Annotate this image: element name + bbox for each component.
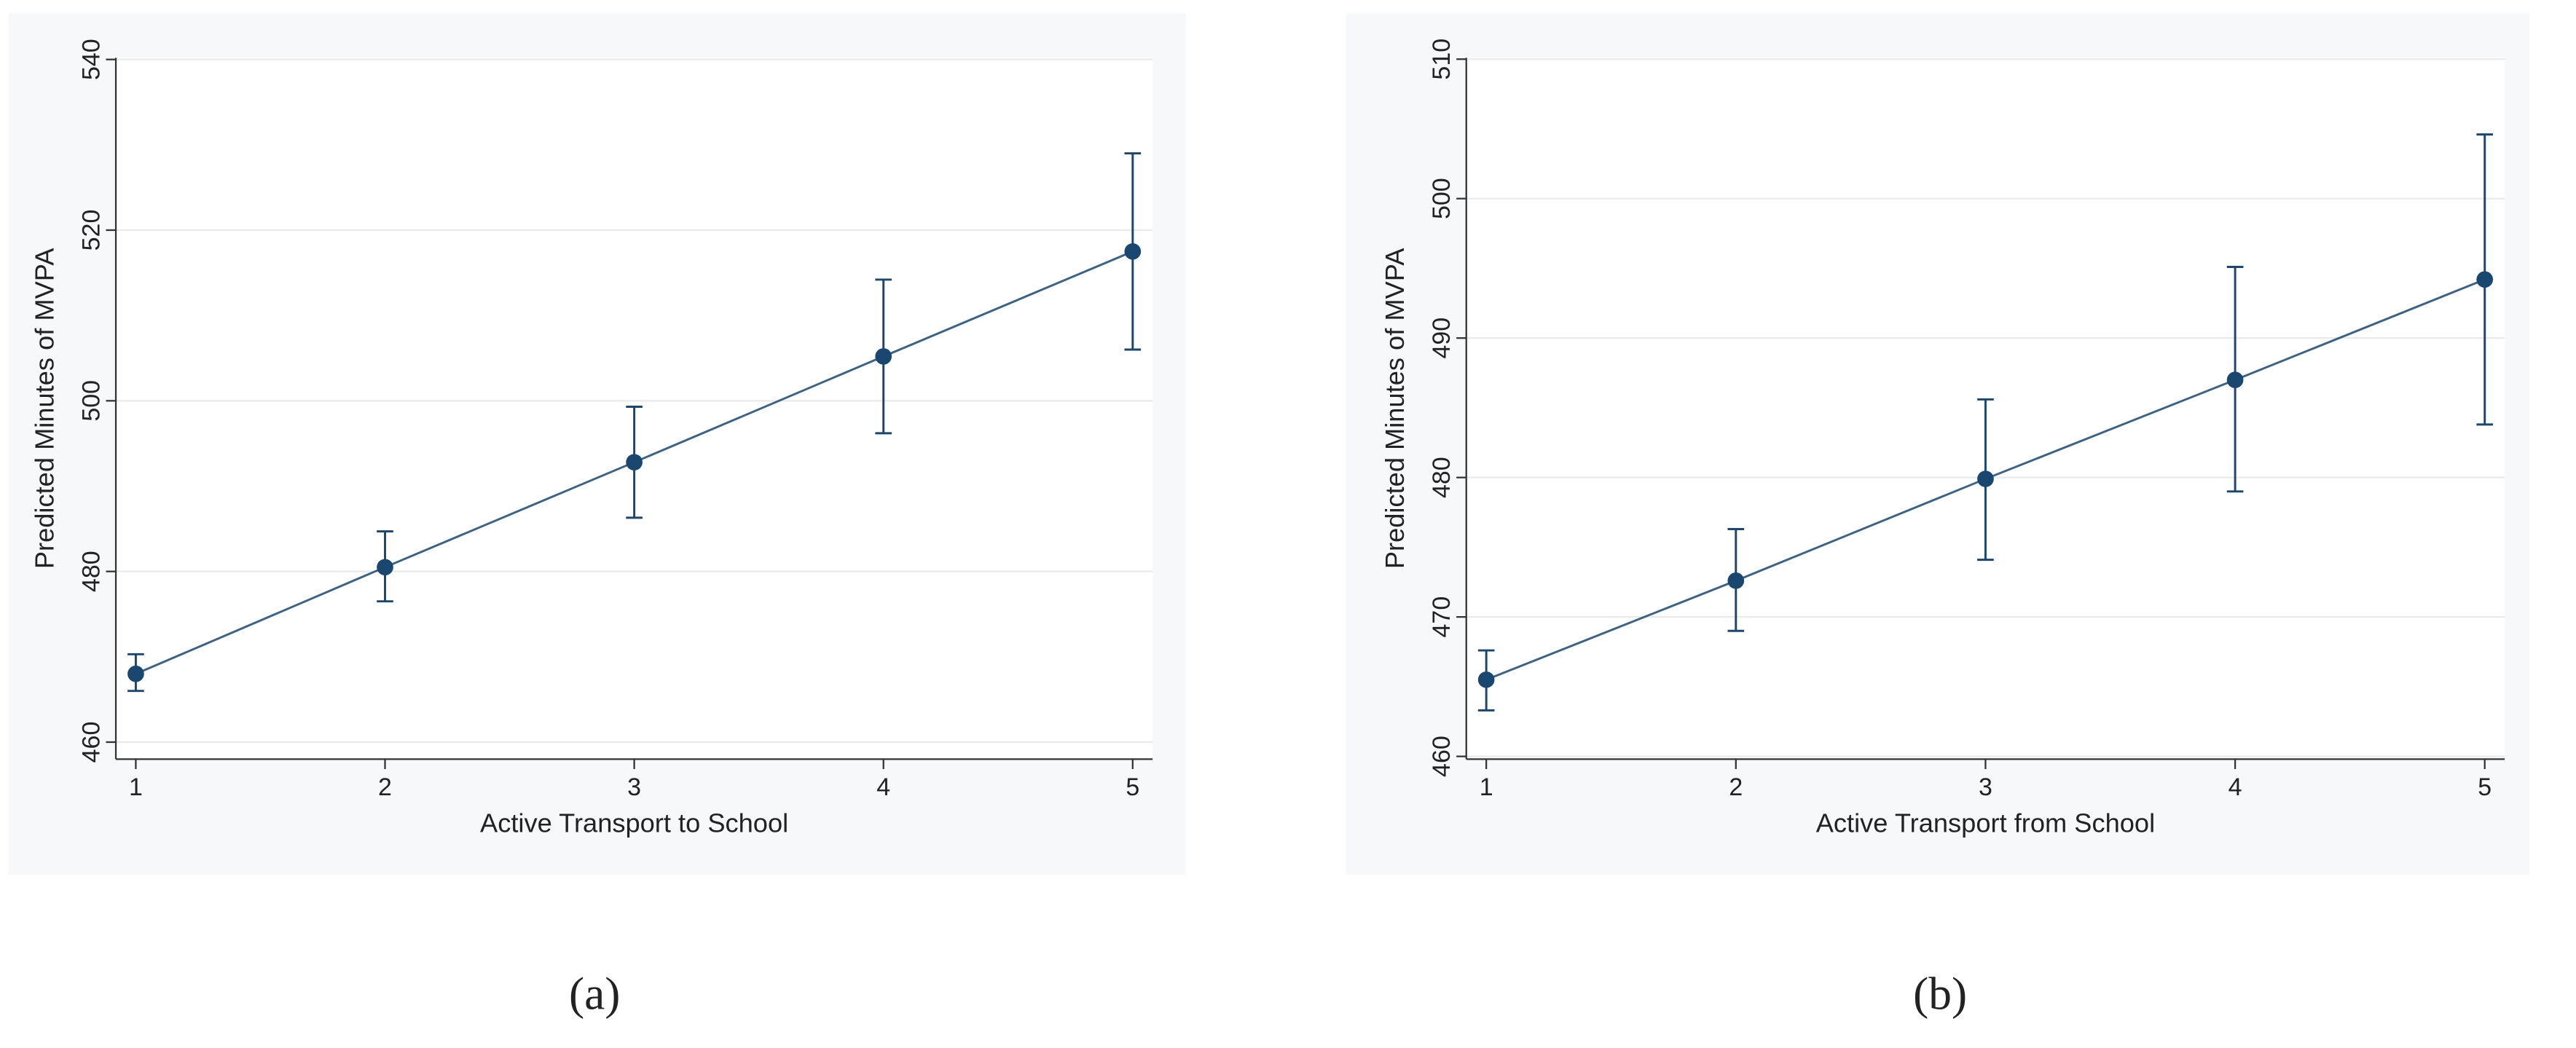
y-tick-label: 460 [1428,736,1456,777]
marker [1727,572,1745,589]
marker [626,454,643,471]
y-tick-label: 520 [77,210,105,251]
caption: (b) [1913,968,1967,1020]
y-tick-label: 500 [1428,178,1456,219]
marker [1977,470,1994,487]
chart-panel: 460 470 480 490 500 510 1 2 3 4 5 Active Transport … [1346,13,2530,1020]
x-tick-label: 4 [2229,773,2242,801]
y-tick-label: 510 [1428,39,1456,80]
y-tick-label: 490 [1428,318,1456,359]
marker [1124,243,1142,260]
x-tick-label: 1 [1480,773,1493,801]
y-tick-label: 460 [77,722,105,763]
marker [2226,371,2244,388]
x-tick-label: 3 [1979,773,1992,801]
marker [2476,271,2494,288]
y-tick-label: 500 [77,380,105,422]
x-tick-label: 5 [2478,773,2491,801]
marker [127,665,144,682]
x-tick-label: 2 [1729,773,1743,801]
y-tick-label: 480 [77,551,105,592]
caption: (a) [569,968,620,1020]
x-axis-label: Active Transport from School [1816,808,2155,838]
y-axis-label: Predicted Minutes of MVPA [29,248,59,569]
y-tick-label: 540 [77,39,105,80]
x-axis-label: Active Transport to School [480,808,788,838]
y-tick-label: 480 [1428,457,1456,498]
marker [875,348,892,365]
marker [1477,671,1495,688]
y-tick-label: 470 [1428,596,1456,638]
x-tick-label: 5 [1126,773,1139,801]
marker [377,559,393,576]
x-tick-label: 1 [129,773,143,801]
chart-panel: 460 480 500 520 540 1 2 3 4 5 Active Transport to … [8,13,1186,1020]
x-tick-label: 4 [876,773,890,801]
y-axis-label: Predicted Minutes of MVPA [1380,248,1410,569]
x-tick-label: 2 [378,773,392,801]
x-tick-label: 3 [627,773,641,801]
